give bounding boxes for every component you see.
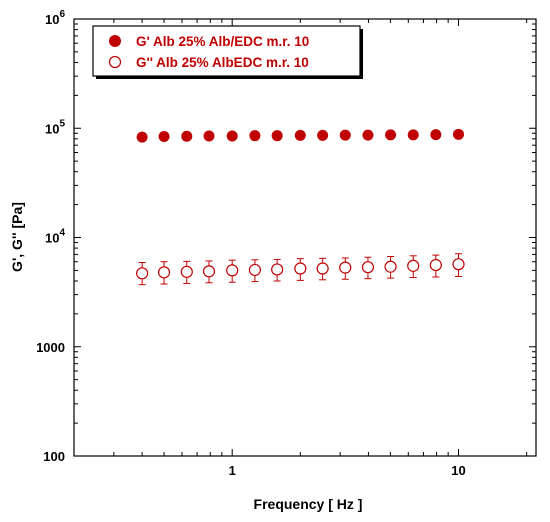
y-tick-label: 104	[45, 228, 65, 246]
y-tick-label: 100	[43, 449, 65, 464]
data-point-g-double-prime	[180, 265, 193, 278]
x-tick-label: 10	[451, 463, 465, 478]
data-point-g-double-prime	[157, 266, 171, 279]
data-point-g-prime	[385, 129, 397, 141]
plot-frame	[73, 18, 537, 457]
x-axis-title: Frequency [ Hz ]	[254, 496, 363, 512]
data-point-g-prime	[158, 131, 170, 143]
legend-box	[92, 25, 361, 77]
data-point-g-prime	[362, 129, 374, 141]
series-g-double-prime	[136, 253, 465, 286]
data-point-g-double-prime	[294, 262, 307, 275]
data-point-g-prime	[249, 130, 261, 142]
data-point-g-double-prime	[316, 262, 329, 275]
data-point-g-prime	[294, 129, 306, 141]
data-point-g-prime	[136, 131, 148, 143]
data-point-g-double-prime	[226, 264, 239, 277]
data-point-g-prime	[317, 129, 329, 141]
legend: G' Alb 25% Alb/EDC m.r. 10 G'' Alb 25% A…	[92, 25, 363, 79]
data-point-g-prime	[226, 130, 238, 142]
legend-label-g-double-prime: G'' Alb 25% AlbEDC m.r. 10	[136, 55, 309, 70]
data-point-g-prime	[407, 129, 419, 141]
y-axis-title: G', G'' [Pa]	[9, 202, 25, 272]
legend-marker-filled-circle	[109, 35, 121, 47]
data-point-g-prime	[430, 129, 442, 141]
y-tick-label: 106	[45, 9, 65, 27]
data-point-g-double-prime	[202, 265, 216, 278]
y-tick-label: 105	[45, 118, 65, 136]
data-point-g-prime	[181, 130, 193, 142]
series-g-prime	[136, 128, 465, 143]
axis-tick-labels: 100 1000 104 105 106 1 10	[36, 9, 466, 478]
data-point-g-prime	[339, 129, 351, 141]
data-point-g-double-prime	[429, 258, 442, 272]
data-point-g-double-prime	[271, 263, 284, 276]
data-point-g-double-prime	[407, 259, 420, 272]
data-point-g-double-prime	[136, 267, 149, 280]
y-tick-label: 1000	[36, 340, 65, 355]
axis-ticks	[73, 19, 536, 457]
legend-label-g-prime: G' Alb 25% Alb/EDC m.r. 10	[136, 34, 309, 49]
data-point-g-prime	[453, 128, 465, 140]
data-point-g-prime	[203, 130, 215, 142]
data-point-g-double-prime	[452, 258, 465, 271]
data-point-g-double-prime	[339, 261, 352, 274]
data-point-g-double-prime	[248, 263, 262, 277]
data-point-g-double-prime	[384, 260, 397, 273]
x-tick-label: 1	[229, 463, 236, 478]
data-point-g-prime	[271, 130, 283, 142]
legend-marker-open-circle	[108, 55, 122, 69]
data-point-g-double-prime	[361, 261, 375, 274]
